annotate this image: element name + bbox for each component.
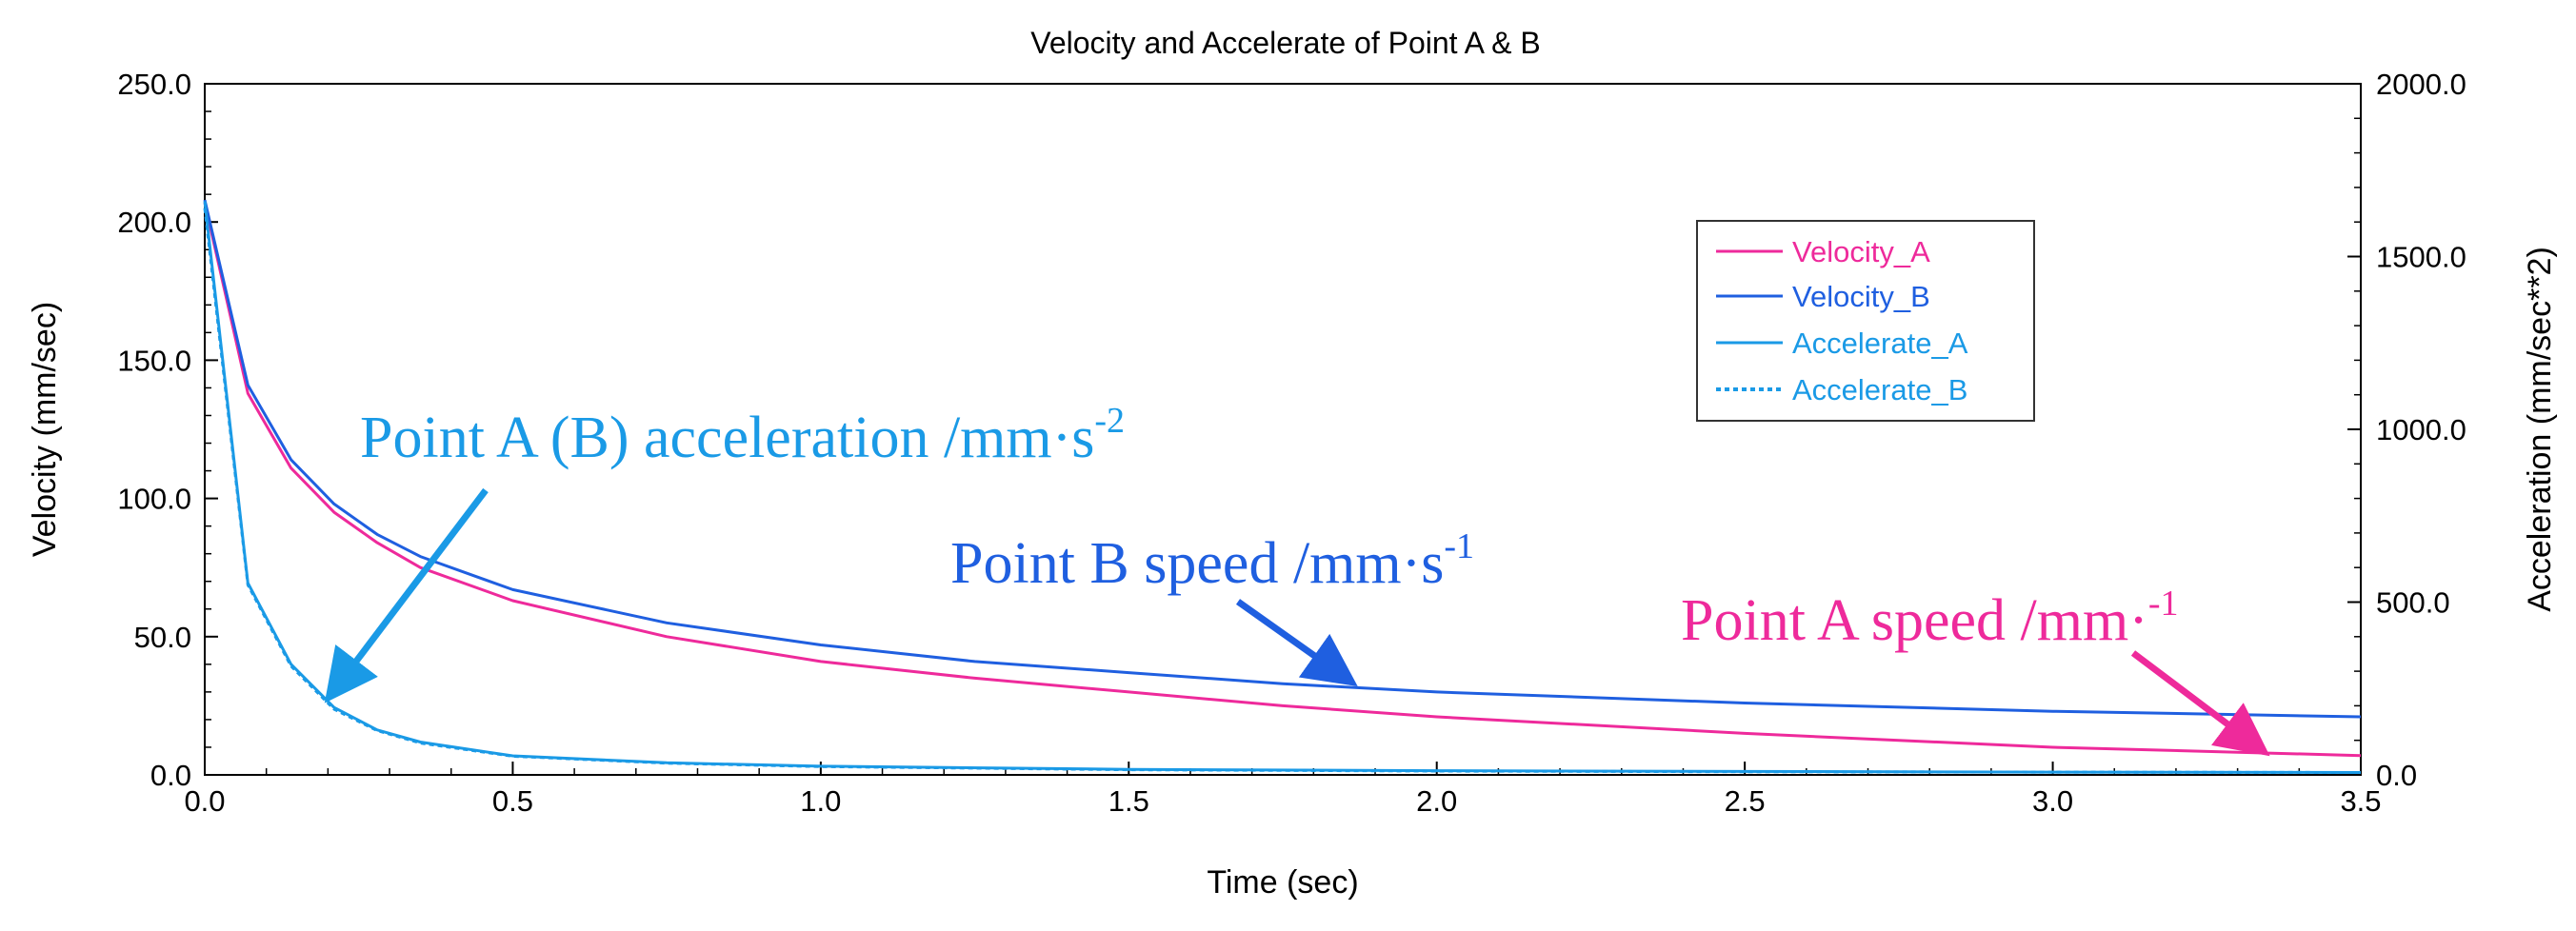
x-tick-label: 1.0 [800,784,841,818]
x-tick-label: 0.5 [492,784,533,818]
legend-label-accelerate-b: Accelerate_B [1792,373,1967,406]
x-tick-label: 3.5 [2340,784,2381,818]
series-line-accelerate-a [203,201,2362,774]
x-tick-label: 0.0 [184,784,225,818]
x-tick-label: 3.0 [2032,784,2073,818]
y2-tick-label: 1500.0 [2376,241,2466,274]
series-line-accelerate-b [203,208,2362,774]
annotation-acceleration: Point A (B) acceleration /mm·s-2 [360,401,1125,470]
y2-tick-label: 0.0 [2376,759,2417,792]
y-tick-label: 100.0 [117,483,191,516]
x-tick-label: 1.5 [1108,784,1149,818]
y2-axis-label: Acceleration (mm/sec**2) [2522,247,2558,612]
x-tick-label: 2.0 [1416,784,1457,818]
axis-ticks: 0.0 0.5 1.0 1.5 2.0 2.5 3.0 3.50.050.0100.0150.… [117,68,2466,818]
annotation-point-b-arrow [1235,599,1358,687]
y-tick-label: 200.0 [117,206,191,239]
annotation-point-b-speed: Point B speed /mm·s-1 [950,526,1474,596]
x-tick-label: 2.5 [1725,784,1766,818]
legend: Velocity_A Velocity_B Accelerate_A Accel… [1696,220,2035,422]
x-axis-label: Time (sec) [1207,864,1358,901]
legend-label-velocity-b: Velocity_B [1792,280,1930,313]
series-lines [203,199,2362,774]
legend-label-velocity-a: Velocity_A [1792,235,1930,268]
y-tick-label: 250.0 [117,68,191,101]
annotation-acceleration-arrow [324,487,489,703]
y2-tick-label: 2000.0 [2376,68,2466,101]
chart-title: Velocity and Accelerate of Point A & B [1030,26,1540,60]
annotation-point-a-arrow [2130,650,2270,757]
y-tick-label: 0.0 [150,759,191,792]
series-line-velocity-a [203,202,2362,758]
y-axis-label: Velocity (mm/sec) [27,302,63,557]
legend-label-accelerate-a: Accelerate_A [1792,327,1968,360]
y2-tick-label: 500.0 [2376,586,2450,620]
y-tick-label: 50.0 [134,621,191,654]
y2-tick-label: 1000.0 [2376,413,2466,446]
annotation-point-a-speed: Point A speed /mm·-1 [1681,584,2179,653]
y-tick-label: 150.0 [117,344,191,377]
series-line-velocity-b [203,199,2362,719]
